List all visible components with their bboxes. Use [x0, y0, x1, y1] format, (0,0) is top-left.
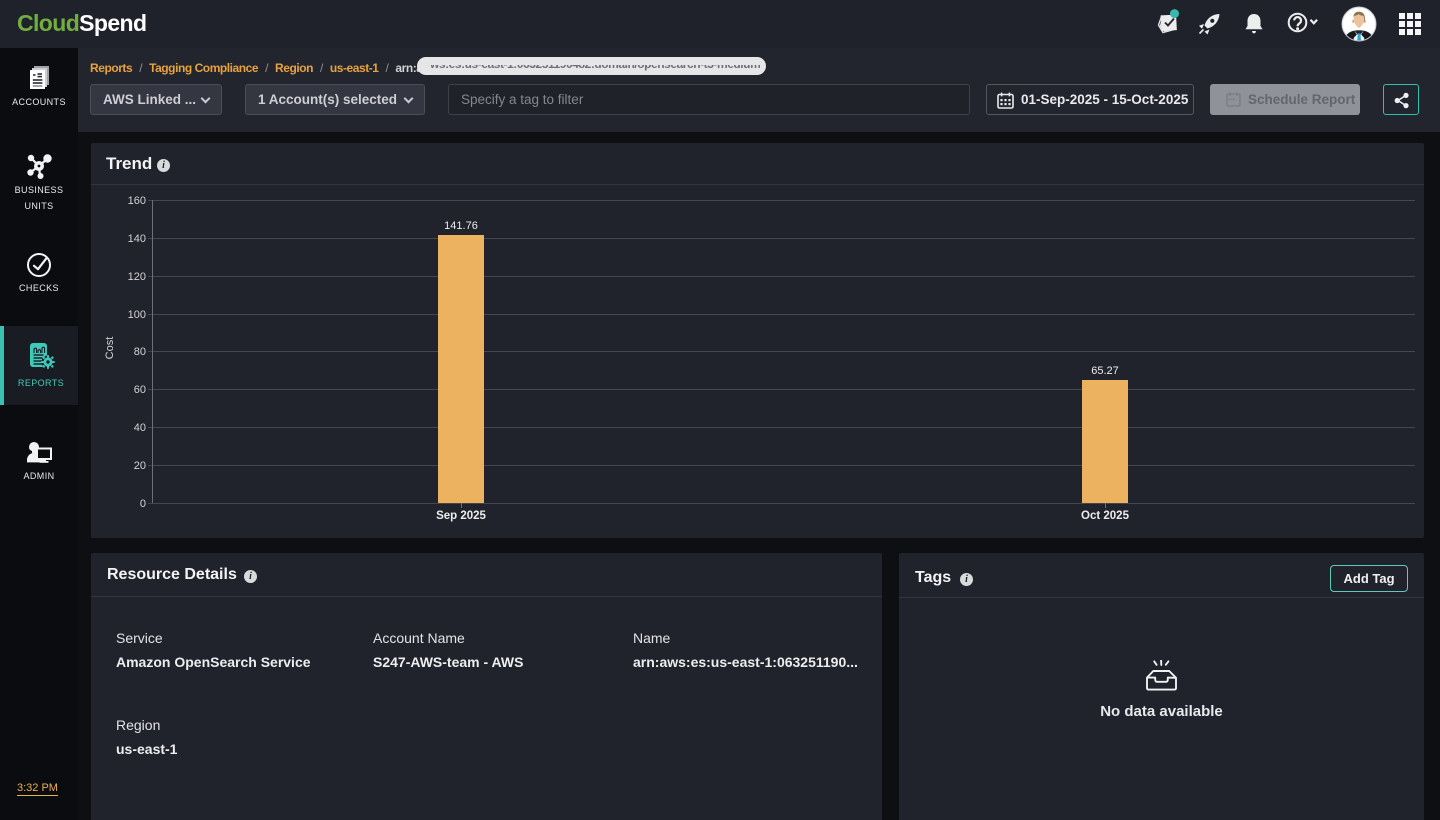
svg-text:0: 0 [140, 498, 146, 510]
svg-text:140: 140 [128, 233, 146, 245]
svg-text:60: 60 [134, 384, 146, 396]
svg-text:Cost: Cost [104, 337, 116, 360]
svg-text:141.76: 141.76 [444, 220, 478, 232]
svg-text:20: 20 [134, 460, 146, 472]
svg-text:Oct 2025: Oct 2025 [1081, 510, 1130, 522]
svg-text:160: 160 [128, 195, 146, 207]
svg-text:65.27: 65.27 [1091, 365, 1119, 377]
svg-text:Sep 2025: Sep 2025 [436, 510, 486, 522]
svg-text:80: 80 [134, 346, 146, 358]
svg-text:120: 120 [128, 271, 146, 283]
svg-text:100: 100 [128, 309, 146, 321]
svg-text:40: 40 [134, 422, 146, 434]
